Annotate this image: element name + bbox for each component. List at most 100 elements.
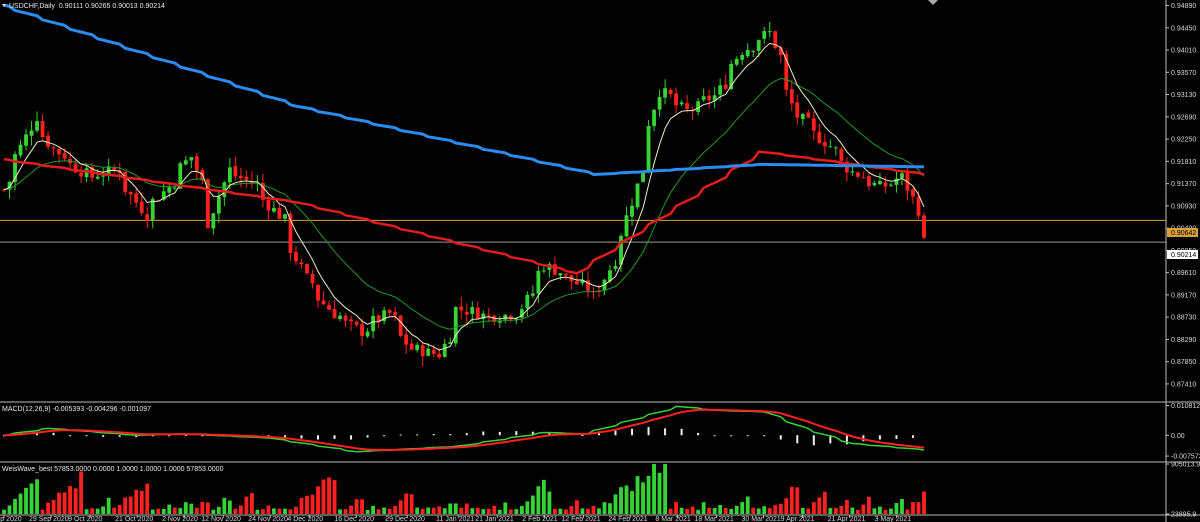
- candle-body: [580, 279, 585, 284]
- weis-wave-bar: [150, 509, 155, 514]
- weis-wave-bar: [905, 509, 910, 514]
- weis-wave-bar: [563, 509, 568, 514]
- weis-wave-bar: [866, 496, 871, 514]
- weis-wave-bar: [24, 487, 28, 514]
- candle-body: [62, 153, 67, 159]
- macd-signal-line: [3, 408, 925, 452]
- macd-histogram-bar: [52, 432, 55, 436]
- weis-wave-bar: [415, 507, 420, 514]
- candle-body: [900, 173, 904, 179]
- weis-wave-bar: [393, 506, 398, 514]
- weis-wave-bar: [817, 497, 822, 514]
- candle-body: [211, 213, 216, 229]
- weis-wave-bar: [261, 509, 265, 514]
- weis-wave-bar: [431, 507, 436, 514]
- weis-wave-bar: [387, 508, 392, 514]
- weis-wave-bar: [503, 502, 508, 514]
- candle-body: [811, 118, 816, 131]
- weis-wave-bar: [861, 504, 866, 514]
- weis-wave-bar: [299, 498, 304, 514]
- candle-body: [448, 342, 453, 344]
- macd-histogram-bar: [531, 431, 534, 436]
- weis-wave-bar: [652, 464, 656, 514]
- weis-wave-bar: [800, 507, 805, 514]
- date-tick-label: 24 Feb 2021: [608, 516, 647, 522]
- candle-body: [866, 176, 871, 187]
- weis-wave-bar: [486, 508, 491, 514]
- macd-histogram-bar: [680, 428, 683, 436]
- weis-wave-bar: [365, 509, 370, 514]
- weis-wave-bar: [773, 505, 778, 514]
- weis-wave-bar: [734, 505, 739, 514]
- candle-body: [685, 103, 690, 110]
- weis-wave-bar: [46, 502, 50, 514]
- macd-histogram-bar: [416, 434, 419, 436]
- weis-wave-bar: [459, 507, 464, 514]
- macd-histogram-bar: [151, 435, 154, 437]
- macd-histogram-bar: [449, 434, 452, 436]
- weis-wave-bar: [145, 483, 150, 514]
- candle-body: [536, 270, 541, 294]
- macd-histogram-bar: [746, 435, 749, 437]
- weis-tick-label: 905013.9: [1171, 462, 1200, 469]
- candle-body: [519, 309, 524, 318]
- macd-histogram-bar: [482, 431, 485, 436]
- price-tick-label: 0.88730: [1171, 315, 1196, 322]
- weis-wave-bar: [266, 505, 271, 514]
- weis-wave-bar: [481, 509, 486, 514]
- price-tick-label: 0.91370: [1171, 181, 1196, 188]
- candle-body: [800, 113, 805, 120]
- candle-body: [806, 112, 811, 118]
- candle-body: [167, 187, 172, 193]
- macd-histogram-bar: [829, 435, 832, 444]
- weis-wave-bar: [409, 494, 414, 514]
- candle-body: [624, 215, 629, 237]
- date-tick-label: 16 Dec 2020: [334, 516, 374, 522]
- candle-body: [525, 294, 530, 309]
- collapse-triangle-icon[interactable]: [2, 4, 6, 7]
- candle-body: [183, 160, 188, 165]
- price-tick-label: 0.92690: [1171, 114, 1196, 121]
- candle-body: [161, 191, 166, 200]
- candle-body: [575, 280, 579, 285]
- shift-marker-icon[interactable]: [928, 0, 938, 5]
- macd-pane: 0.010812 0.00 -0.007573: [3, 403, 1200, 461]
- weis-wave-bar: [597, 508, 601, 514]
- candle-body: [321, 300, 326, 305]
- candle-body: [696, 101, 701, 113]
- date-tick-label: 29 Dec 2020: [385, 516, 425, 522]
- weis-wave-bar: [376, 509, 381, 514]
- candle-body: [641, 172, 645, 182]
- candle-body: [911, 189, 915, 197]
- candle-body: [349, 319, 353, 322]
- date-tick-label: 12 Nov 2020: [201, 516, 241, 522]
- candle-body: [630, 205, 634, 217]
- candle-body: [7, 181, 12, 190]
- weis-wave-bar: [216, 506, 221, 514]
- macd-histogram-bar: [102, 435, 105, 437]
- weis-wave-bar: [453, 503, 458, 514]
- date-tick-label: 4 Dec 2020: [287, 516, 323, 522]
- weis-wave-bar: [756, 508, 761, 514]
- weis-wave-bar: [316, 486, 320, 514]
- ma-long-line: [3, 3, 925, 177]
- weis-wave-bar: [437, 506, 442, 514]
- macd-histogram-bar: [135, 435, 138, 438]
- candle-body: [878, 181, 882, 185]
- candle-body: [608, 270, 612, 282]
- candle-body: [233, 165, 238, 177]
- candle-body: [415, 344, 420, 351]
- macd-histogram-bar: [201, 435, 204, 437]
- macd-histogram-bar: [399, 434, 402, 436]
- weis-wave-bar: [310, 494, 315, 514]
- weis-wave-bar: [679, 507, 684, 514]
- candle-body: [773, 31, 778, 48]
- weis-wave-bar: [448, 503, 453, 514]
- weis-wave-bar: [492, 505, 497, 514]
- macd-tick-label: 0.010812: [1171, 403, 1200, 410]
- ohlc-readout: 0.90111 0.90265 0.90013 0.90214: [59, 3, 165, 10]
- weis-wave-bar: [911, 502, 915, 514]
- candle-body: [46, 135, 50, 147]
- candle-body: [453, 307, 458, 344]
